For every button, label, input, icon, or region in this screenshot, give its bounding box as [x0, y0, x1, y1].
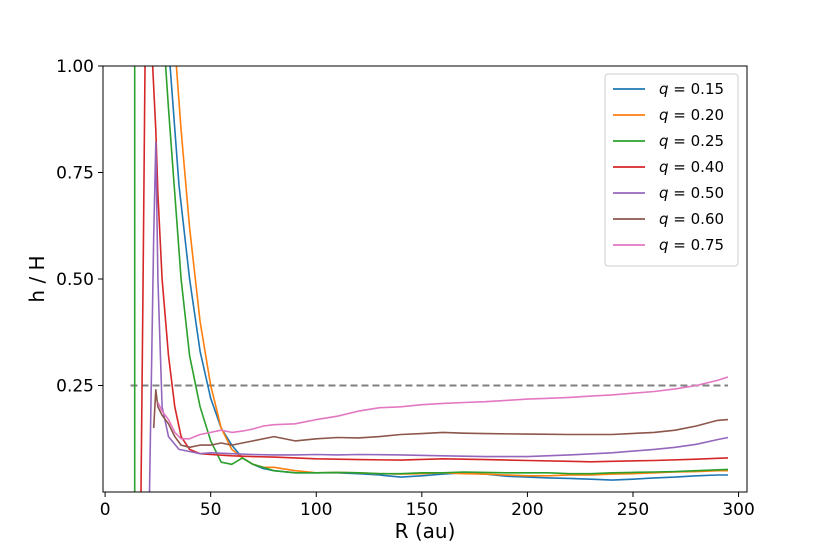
legend-label-4: q = 0.40: [659, 158, 724, 176]
x-tick-label: 300: [722, 500, 754, 520]
y-axis-label: h / H: [25, 255, 49, 302]
x-tick-label: 100: [300, 500, 332, 520]
legend-label-1: q = 0.15: [659, 80, 724, 98]
x-tick-label: 250: [617, 500, 649, 520]
axes: 0 50 100 150 200 250 300 0.25 0.50 0.75 1.00 R (au)…: [25, 57, 755, 543]
series-line-7: [157, 376, 729, 440]
x-tick-label: 200: [511, 500, 543, 520]
series-line-4: [140, 66, 729, 492]
legend-label-6: q = 0.60: [659, 210, 724, 228]
x-tick-label: 150: [406, 500, 438, 520]
plot-area: [130, 66, 729, 492]
legend-label-3: q = 0.25: [659, 132, 724, 150]
x-tick-label: 50: [200, 500, 222, 520]
series-line-3: [133, 66, 729, 492]
series-line-6: [152, 389, 729, 449]
legend: q = 0.15 q = 0.20 q = 0.25 q = 0.40 q = 0.50…: [604, 73, 739, 267]
legend-label-2: q = 0.20: [659, 106, 724, 124]
x-tick-label: 0: [100, 500, 111, 520]
x-axis-label: R (au): [395, 519, 456, 543]
legend-label-7: q = 0.75: [659, 236, 724, 254]
y-tick-label: 0.50: [56, 270, 94, 290]
legend-label-5: q = 0.50: [659, 184, 724, 202]
y-tick-label: 1.00: [56, 57, 94, 77]
series-line-5: [148, 141, 729, 492]
y-tick-label: 0.25: [56, 377, 94, 397]
y-tick-label: 0.75: [56, 164, 94, 184]
legend-box: [604, 73, 739, 267]
